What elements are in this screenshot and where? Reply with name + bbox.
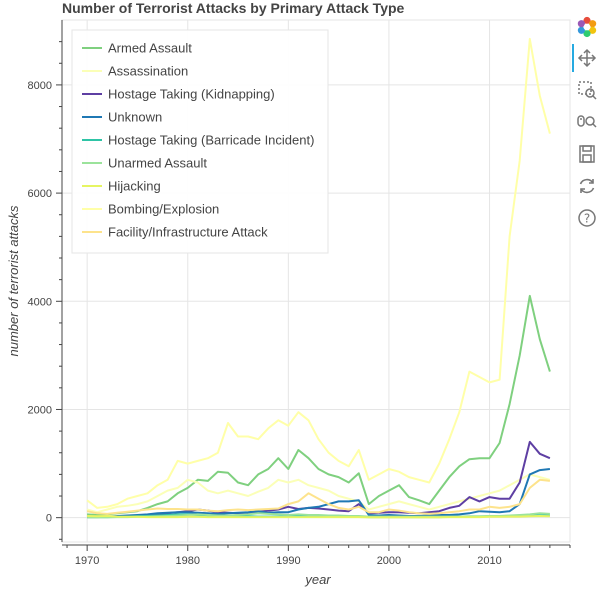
- y-tick-label: 8000: [28, 80, 52, 92]
- legend-entry: Hostage Taking (Barricade Incident): [108, 133, 314, 148]
- y-tick-label: 6000: [28, 188, 52, 200]
- x-axis-label: year: [304, 572, 331, 587]
- reset-icon[interactable]: [576, 175, 598, 197]
- series-line-8: [86, 478, 551, 515]
- y-axis: 0 2000 4000 6000 8000: [28, 20, 63, 542]
- x-tick-label: 1990: [276, 555, 300, 567]
- svg-text:?: ?: [584, 212, 590, 226]
- x-tick-label: 2010: [477, 555, 501, 567]
- legend-entry: Armed Assault: [108, 41, 192, 56]
- series-lines: [86, 37, 551, 519]
- box-zoom-icon[interactable]: [576, 79, 598, 101]
- y-tick-label: 2000: [28, 404, 52, 416]
- y-tick-label: 4000: [28, 296, 52, 308]
- x-tick-label: 1970: [75, 555, 99, 567]
- x-tick-label: 2000: [377, 555, 401, 567]
- wheel-zoom-icon[interactable]: [576, 111, 598, 133]
- y-axis-label: number of terrorist attacks: [6, 205, 21, 356]
- y-tick-label: 0: [46, 513, 52, 525]
- legend-entry: Unarmed Assault: [108, 156, 207, 171]
- legend-entry: Hijacking: [108, 179, 161, 194]
- legend-entry: Hostage Taking (Kidnapping): [108, 87, 275, 102]
- series-line-3: [87, 468, 551, 518]
- x-axis: 1970 1980 1990 2000 2010: [62, 544, 571, 567]
- series-line-7: [86, 37, 551, 509]
- legend-entry: Assassination: [108, 64, 188, 79]
- bokeh-logo-icon[interactable]: [576, 16, 598, 38]
- series-line-6: [87, 515, 550, 519]
- x-tick-label: 1980: [176, 555, 200, 567]
- legend-entry: Unknown: [108, 110, 162, 125]
- pan-active-indicator: [572, 44, 574, 72]
- pan-icon[interactable]: [576, 47, 598, 69]
- legend-entry: Bombing/Explosion: [108, 202, 219, 217]
- series-line-0: [87, 294, 551, 516]
- legend-box: [71, 29, 329, 254]
- chart-title: Number of Terrorist Attacks by Primary A…: [62, 0, 405, 16]
- legend: Armed Assault Assassination Hostage Taking…: [71, 29, 329, 254]
- save-icon[interactable]: [576, 143, 598, 165]
- legend-entry: Facility/Infrastructure Attack: [108, 225, 268, 240]
- help-icon[interactable]: ?: [576, 207, 598, 229]
